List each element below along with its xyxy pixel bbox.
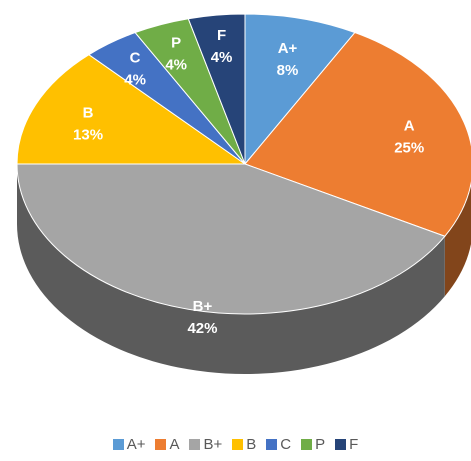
legend-item: F: [335, 436, 358, 453]
legend-swatch: [189, 439, 201, 450]
label-category: A+: [278, 40, 298, 57]
legend-swatch: [266, 439, 278, 450]
data-label: F 4%: [211, 27, 233, 66]
legend-label: B: [246, 436, 257, 453]
label-value: 4%: [165, 57, 187, 74]
label-category: B: [83, 104, 94, 121]
data-label: P 4%: [165, 35, 187, 74]
legend-swatch: [112, 439, 124, 450]
slice-side: [444, 183, 471, 297]
label-value: 25%: [394, 140, 424, 157]
slice: [187, 13, 246, 165]
label-value: 42%: [187, 320, 217, 337]
legend: A+ A B+ B C P F: [0, 436, 471, 453]
label-category: B+: [193, 298, 213, 315]
legend-label: A: [169, 436, 180, 453]
label-category: P: [171, 35, 181, 52]
label-value: 13%: [73, 126, 103, 143]
label-category: C: [130, 49, 141, 66]
legend-swatch: [335, 439, 347, 450]
legend-item: A: [155, 436, 179, 453]
slice: [16, 54, 247, 165]
chart: A+ 8% A 25% B+ 42% B 13% C 4% P 4% F 4%: [16, 13, 471, 375]
legend-item: B: [232, 436, 256, 453]
legend-swatch: [232, 439, 244, 450]
slice: [16, 163, 446, 315]
label-value: 4%: [211, 49, 233, 66]
legend-item: A+: [112, 436, 146, 453]
data-label: A+ 8%: [277, 40, 299, 79]
legend-label: B+: [203, 436, 223, 453]
data-label: B 13%: [73, 104, 103, 143]
slice-side: [17, 164, 445, 375]
legend-label: P: [315, 436, 326, 453]
legend-item: P: [301, 436, 325, 453]
slice: [244, 13, 356, 166]
label-category: F: [217, 27, 226, 44]
legend-label: A+: [126, 436, 146, 453]
label-category: A: [404, 118, 415, 135]
legend-swatch: [301, 439, 313, 450]
legend-item: C: [266, 436, 291, 453]
label-value: 4%: [124, 71, 146, 88]
label-value: 8%: [277, 62, 299, 79]
legend-item: B+: [189, 436, 222, 453]
legend-label: C: [280, 436, 292, 453]
legend-label: F: [349, 436, 359, 453]
data-label: C 4%: [124, 49, 146, 88]
legend-swatch: [155, 439, 167, 450]
data-label: A 25%: [394, 118, 424, 157]
slice: [244, 31, 471, 237]
data-label: B+ 42%: [187, 298, 217, 337]
